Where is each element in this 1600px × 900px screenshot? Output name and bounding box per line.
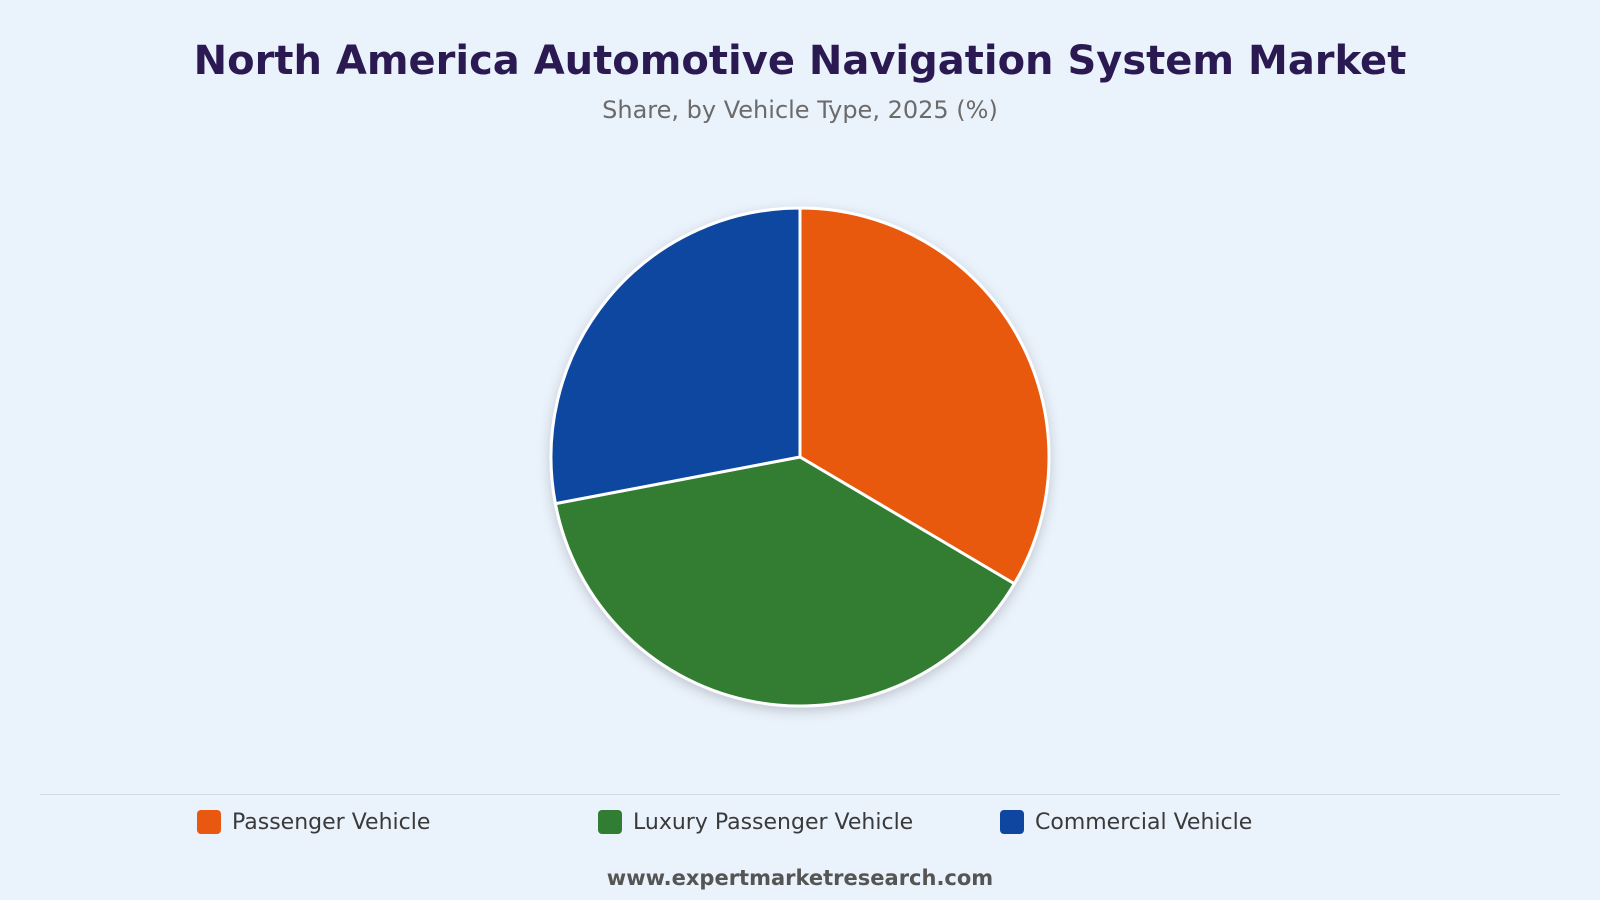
legend: Passenger Vehicle Luxury Passenger Vehic…	[0, 806, 1600, 838]
chart-title: North America Automotive Navigation Syst…	[193, 38, 1407, 84]
legend-swatch-commercial-vehicle	[1000, 810, 1024, 834]
legend-swatch-passenger-vehicle	[197, 810, 221, 834]
chart-subtitle: Share, by Vehicle Type, 2025 (%)	[602, 96, 998, 124]
pie-slice-commercial-vehicle[interactable]	[549, 206, 802, 506]
pie-slice-passenger-vehicle[interactable]	[798, 206, 1051, 586]
legend-swatch-luxury-passenger-vehicle	[598, 810, 622, 834]
pie-chart	[549, 206, 1051, 708]
legend-label-luxury-passenger-vehicle: Luxury Passenger Vehicle	[633, 809, 914, 835]
legend-item-commercial-vehicle[interactable]: Commercial Vehicle	[1000, 806, 1252, 838]
legend-item-luxury-passenger-vehicle[interactable]: Luxury Passenger Vehicle	[598, 806, 913, 838]
legend-label-passenger-vehicle: Passenger Vehicle	[232, 809, 431, 835]
pie-slice-luxury-passenger-vehicle[interactable]	[553, 455, 1016, 708]
legend-divider	[40, 794, 1560, 795]
source-footer[interactable]: www.expertmarketresearch.com	[606, 866, 994, 890]
legend-item-passenger-vehicle[interactable]: Passenger Vehicle	[197, 806, 430, 838]
legend-label-commercial-vehicle: Commercial Vehicle	[1035, 809, 1253, 835]
